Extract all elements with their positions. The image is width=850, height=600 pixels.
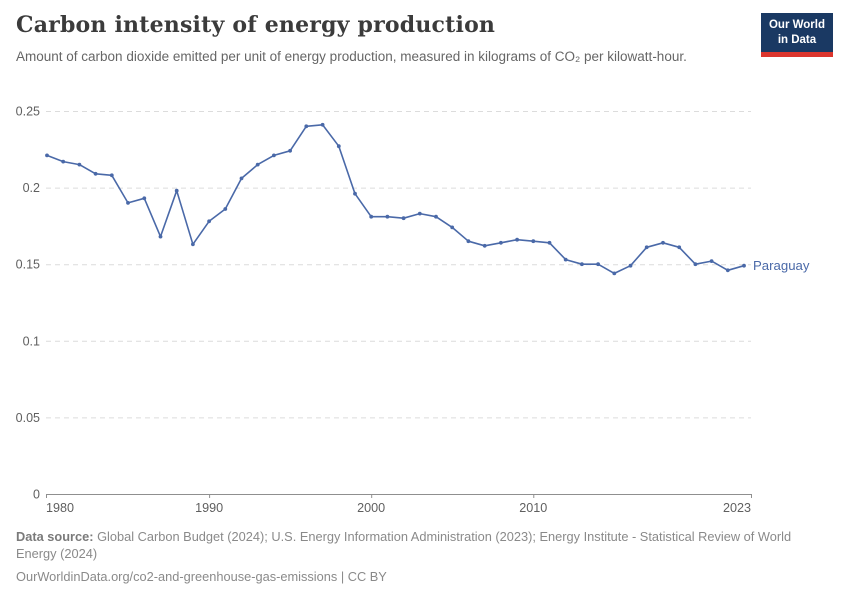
data-point[interactable] xyxy=(515,237,519,242)
data-point[interactable] xyxy=(320,122,325,127)
owid-logo-line2: in Data xyxy=(777,33,817,46)
data-point[interactable] xyxy=(353,191,357,196)
data-point[interactable] xyxy=(239,176,244,181)
data-point[interactable] xyxy=(191,242,195,247)
data-point[interactable] xyxy=(255,162,260,167)
chart-footer: Data source: Global Carbon Budget (2024)… xyxy=(16,529,822,586)
x-tick-label: 2023 xyxy=(723,501,751,515)
data-point[interactable] xyxy=(434,214,438,219)
data-point[interactable] xyxy=(466,239,471,244)
data-point[interactable] xyxy=(725,268,730,273)
license-link[interactable]: CC BY xyxy=(347,568,387,584)
page-title: Carbon intensity of energy production xyxy=(16,12,496,38)
data-point[interactable] xyxy=(677,245,682,250)
data-point[interactable] xyxy=(450,225,455,230)
data-point[interactable] xyxy=(563,257,568,262)
citation-separator: | xyxy=(337,568,348,584)
chart-line[interactable] xyxy=(46,124,745,275)
data-point[interactable] xyxy=(126,201,130,205)
data-point[interactable] xyxy=(644,245,649,250)
data-point[interactable] xyxy=(531,239,536,244)
y-tick-label: 0.15 xyxy=(16,258,40,272)
data-point[interactable] xyxy=(417,211,422,216)
y-tick-label: 0 xyxy=(33,488,40,502)
data-point[interactable] xyxy=(304,124,309,129)
data-point[interactable] xyxy=(109,173,114,178)
data-point[interactable] xyxy=(45,153,49,158)
data-point[interactable] xyxy=(547,240,552,245)
data-point[interactable] xyxy=(288,148,292,153)
data-point[interactable] xyxy=(596,262,600,267)
data-source-note: Data source: Global Carbon Budget (2024)… xyxy=(16,529,822,563)
data-point[interactable] xyxy=(223,207,228,211)
y-tick-label: 0.1 xyxy=(23,334,40,348)
data-point[interactable] xyxy=(61,159,66,164)
data-point[interactable] xyxy=(272,153,276,158)
data-point[interactable] xyxy=(499,240,503,245)
data-point[interactable] xyxy=(158,234,163,239)
data-point[interactable] xyxy=(336,144,341,149)
data-point[interactable] xyxy=(77,162,82,167)
entity-label: Paraguay xyxy=(753,258,810,273)
data-point[interactable] xyxy=(628,263,633,268)
y-tick-label: 0.25 xyxy=(16,105,40,119)
owid-logo-line1: Our World xyxy=(768,19,825,31)
citation-line: OurWorldinData.org/co2-and-greenhouse-ga… xyxy=(16,569,822,586)
data-source-text: Global Carbon Budget (2024); U.S. Energy… xyxy=(16,529,792,561)
data-point[interactable] xyxy=(580,262,584,267)
data-point[interactable] xyxy=(742,263,746,268)
owid-logo[interactable]: Our World in Data xyxy=(760,13,833,57)
data-point[interactable] xyxy=(369,214,374,219)
data-point[interactable] xyxy=(385,214,390,219)
data-source-label: Data source: xyxy=(16,529,94,544)
data-point[interactable] xyxy=(709,259,714,263)
owid-url-link[interactable]: OurWorldinData.org/co2-and-greenhouse-ga… xyxy=(16,568,338,584)
y-tick-label: 0.05 xyxy=(16,411,40,425)
data-point[interactable] xyxy=(93,171,98,176)
data-point[interactable] xyxy=(174,188,179,193)
data-point[interactable] xyxy=(401,216,406,221)
data-point[interactable] xyxy=(482,243,487,248)
data-point[interactable] xyxy=(661,240,665,245)
x-tick-label: 1990 xyxy=(195,501,223,515)
data-point[interactable] xyxy=(612,271,617,276)
x-tick-label: 2000 xyxy=(357,501,385,515)
x-tick-label: 2010 xyxy=(519,501,547,515)
chart-header: Carbon intensity of energy production Am… xyxy=(16,12,756,66)
data-point[interactable] xyxy=(693,262,698,267)
x-tick-label: 1980 xyxy=(46,501,74,515)
chart-subtitle: Amount of carbon dioxide emitted per uni… xyxy=(16,49,687,64)
data-point[interactable] xyxy=(142,196,147,201)
y-tick-label: 0.2 xyxy=(23,181,40,195)
data-point[interactable] xyxy=(207,219,212,224)
